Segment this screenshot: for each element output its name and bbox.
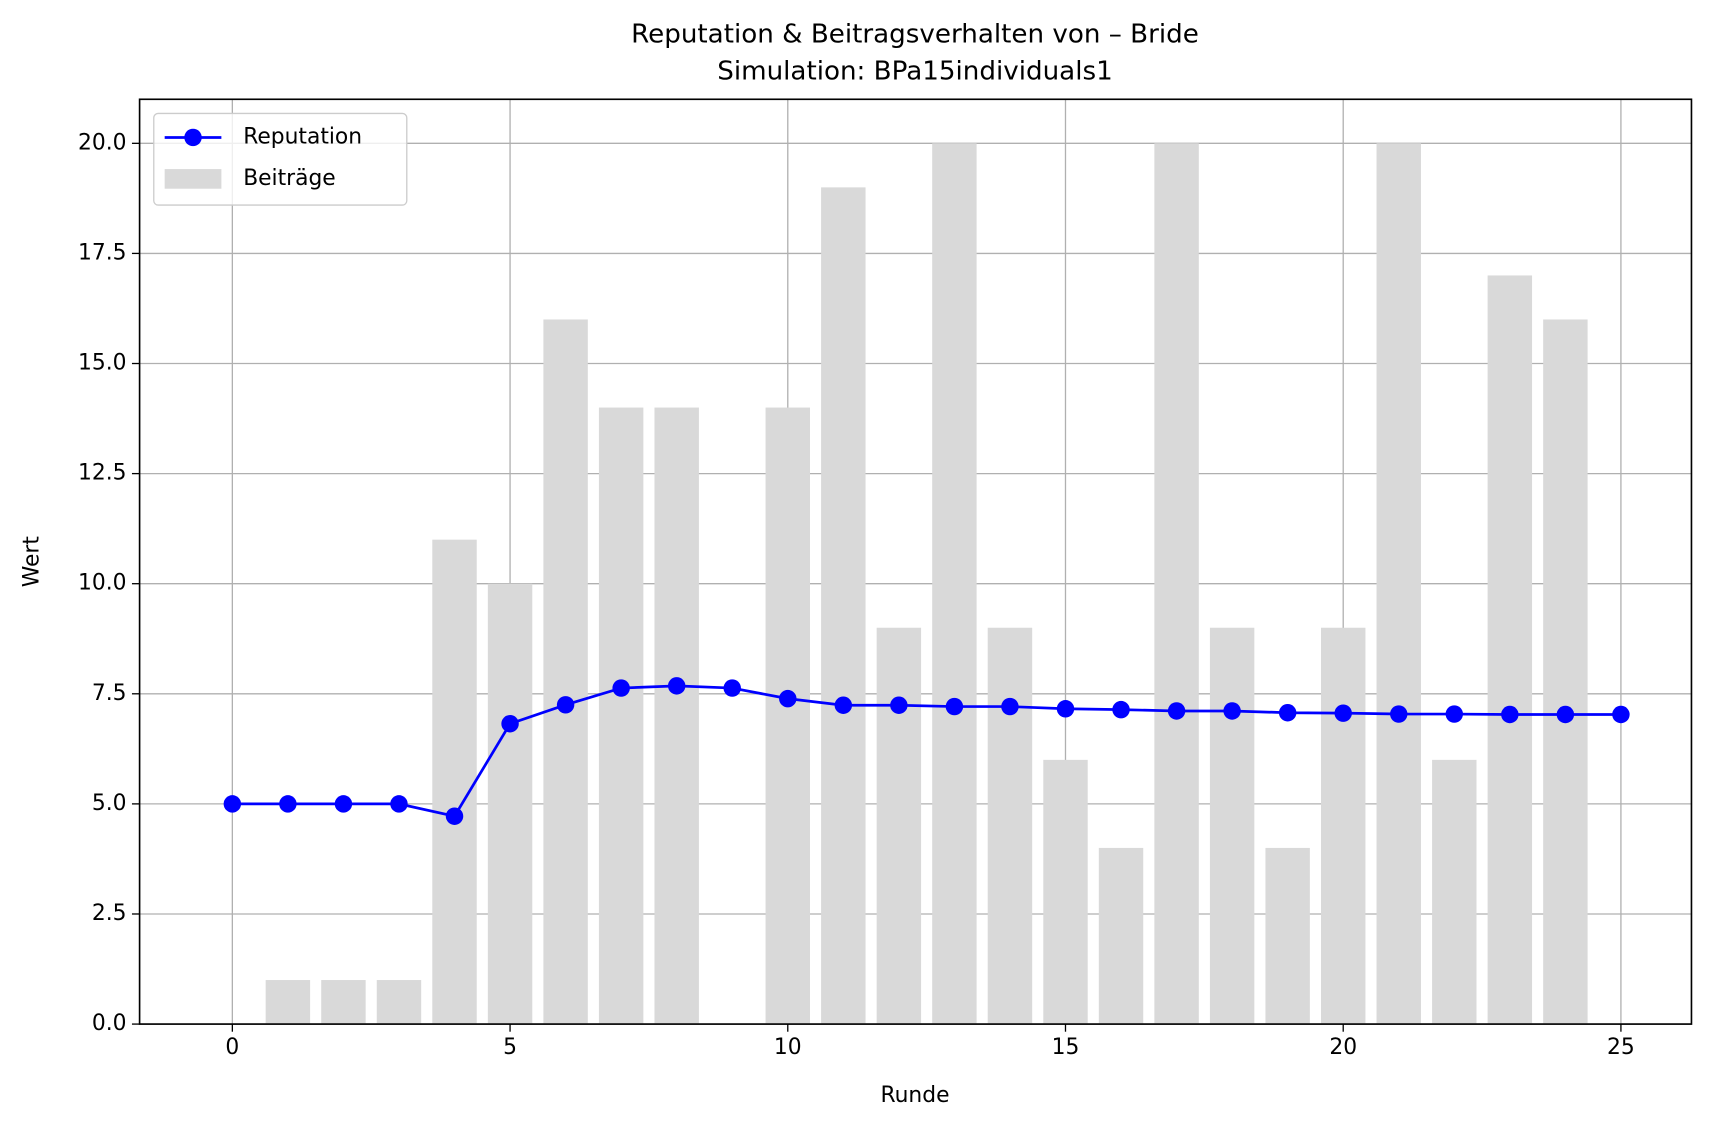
bar <box>1154 143 1199 1025</box>
marker <box>1501 705 1519 724</box>
legend-label: Beiträge <box>243 166 336 191</box>
x-tick-label: 0 <box>225 1035 239 1060</box>
marker <box>1445 705 1464 723</box>
marker <box>1223 702 1241 720</box>
x-tick-label: 25 <box>1607 1035 1635 1060</box>
bar <box>1043 759 1088 1025</box>
bar <box>1376 143 1421 1025</box>
marker <box>945 697 964 716</box>
bar <box>1209 627 1255 1025</box>
y-tick-label: 7.5 <box>92 681 127 706</box>
marker <box>890 696 908 714</box>
bar <box>876 627 922 1025</box>
y-tick-label: 2.5 <box>92 901 127 926</box>
bar <box>821 187 866 1025</box>
legend-label: Reputation <box>243 124 362 149</box>
bar <box>654 407 699 1025</box>
bar <box>765 407 810 1025</box>
axes-frame <box>138 98 1693 1025</box>
legend-swatch <box>164 169 222 189</box>
marker <box>1278 704 1297 722</box>
marker <box>1056 700 1075 718</box>
marker <box>501 715 519 733</box>
marker <box>1334 704 1352 722</box>
bar <box>1432 759 1477 1025</box>
chart-subtitle: Simulation: BPa15individuals1 <box>717 57 1113 87</box>
y-tick-label: 12.5 <box>78 461 127 486</box>
y-tick-label: 20.0 <box>78 130 127 155</box>
marker <box>1556 705 1575 724</box>
y-tick-label: 15.0 <box>78 351 127 376</box>
bar <box>1487 275 1533 1025</box>
marker <box>779 689 797 708</box>
bar <box>432 539 477 1025</box>
marker <box>556 696 575 714</box>
marker <box>667 677 686 695</box>
line <box>232 684 1621 818</box>
x-axis-label: Runde <box>880 1083 949 1108</box>
bar <box>987 627 1033 1025</box>
y-tick-label: 17.5 <box>78 240 127 265</box>
bar <box>1098 847 1144 1025</box>
legend: Reputation Beiträge <box>153 112 408 206</box>
bar <box>932 143 977 1025</box>
bar <box>1320 627 1366 1025</box>
marker <box>223 795 242 813</box>
x-tick-label: 5 <box>503 1035 517 1060</box>
bar <box>543 319 588 1025</box>
bar <box>598 407 644 1025</box>
marker <box>723 679 741 697</box>
x-tick-label: 10 <box>774 1035 802 1060</box>
y-tick-label: 5.0 <box>92 791 127 816</box>
bars <box>265 143 1588 1025</box>
marker <box>1390 705 1408 723</box>
y-axis-label: Wert <box>20 536 45 588</box>
x-tick-label: 20 <box>1329 1035 1357 1060</box>
marker <box>834 696 853 714</box>
marker <box>390 795 408 813</box>
marker <box>1167 702 1186 720</box>
marker <box>334 795 353 813</box>
y-tick-label: 0.0 <box>92 1011 127 1036</box>
bar <box>1543 319 1588 1025</box>
y-tick-label: 10.0 <box>78 571 127 596</box>
bar <box>265 980 311 1025</box>
legend-marker <box>184 128 202 147</box>
bar <box>487 583 533 1025</box>
marker <box>612 679 630 697</box>
marker <box>1612 705 1630 724</box>
marker <box>1001 697 1019 716</box>
marker <box>1112 700 1130 719</box>
marker <box>445 807 464 825</box>
marker <box>279 795 297 813</box>
bar <box>321 980 366 1025</box>
bar <box>1265 847 1310 1025</box>
bar <box>376 980 422 1025</box>
lines <box>223 677 1630 825</box>
x-tick-label: 15 <box>1052 1035 1080 1060</box>
chart-title: Reputation & Beitragsverhalten von – Bri… <box>631 19 1199 49</box>
